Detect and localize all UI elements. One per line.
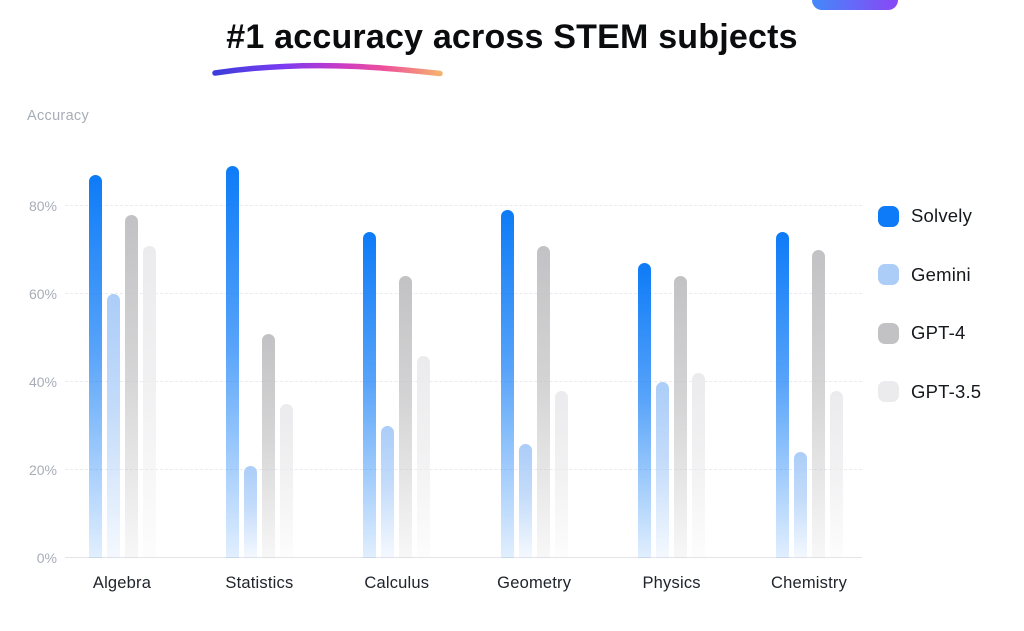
gridline-0% <box>65 557 862 558</box>
legend-item-solvely: Solvely <box>878 205 972 227</box>
bar-gpt-3-5-geometry <box>554 390 568 558</box>
y-axis-title: Accuracy <box>27 108 90 124</box>
x-axis-label-physics: Physics <box>642 574 701 592</box>
bar-gpt-3-5-physics <box>692 373 706 558</box>
bar-gemini-statistics <box>243 465 257 558</box>
legend-label-gpt-4: GPT-4 <box>911 322 966 343</box>
x-axis-label-geometry: Geometry <box>497 574 572 592</box>
gridline-40% <box>65 381 862 382</box>
bar-gemini-chemistry <box>793 452 807 558</box>
bar-gemini-calculus <box>381 426 395 558</box>
legend-swatch-gemini-icon <box>878 264 899 285</box>
bar-solvely-algebra <box>88 175 102 558</box>
gridline-60% <box>65 293 862 294</box>
bar-solvely-calculus <box>363 232 377 558</box>
y-tick-20%: 20% <box>28 462 57 478</box>
cta-pill-button[interactable] <box>812 0 898 10</box>
bar-gpt-4-chemistry <box>811 250 825 558</box>
legend-item-gemini: Gemini <box>878 264 971 286</box>
y-tick-60%: 60% <box>28 286 57 302</box>
bar-gemini-physics <box>656 382 670 558</box>
y-tick-40%: 40% <box>28 374 57 390</box>
bar-gpt-4-geometry <box>536 245 550 558</box>
legend-swatch-solvely-icon <box>878 205 899 227</box>
chart-plot-area <box>65 118 862 558</box>
legend-label-gemini: Gemini <box>911 263 971 285</box>
page-title: #1 accuracy across STEM subjects <box>226 18 798 56</box>
legend-label-gpt-3-5: GPT-3.5 <box>911 380 982 402</box>
legend-swatch-gpt-4-icon <box>878 322 899 344</box>
x-axis-label-statistics: Statistics <box>225 574 294 592</box>
legend-item-gpt-4: GPT-4 <box>878 322 965 344</box>
bar-gemini-algebra <box>106 294 120 558</box>
legend-swatch-gpt-3-5-icon <box>878 381 899 402</box>
bar-gpt-3-5-algebra <box>142 245 156 558</box>
x-axis-label-calculus: Calculus <box>364 574 430 592</box>
x-axis-label-algebra: Algebra <box>92 574 152 592</box>
bar-solvely-geometry <box>500 210 514 558</box>
title-underline-swoosh-icon <box>212 62 443 77</box>
y-tick-0%: 0% <box>36 550 57 566</box>
gridline-20% <box>65 469 862 470</box>
x-axis-label-chemistry: Chemistry <box>770 574 848 592</box>
bar-gpt-4-statistics <box>261 333 275 558</box>
bar-gpt-4-calculus <box>399 276 413 558</box>
bar-gemini-geometry <box>518 443 532 558</box>
bar-gpt-3-5-statistics <box>279 404 293 558</box>
bar-gpt-3-5-calculus <box>417 355 431 558</box>
y-tick-80%: 80% <box>28 198 57 214</box>
bar-solvely-physics <box>638 263 652 558</box>
bar-gpt-3-5-chemistry <box>829 390 843 558</box>
bar-solvely-chemistry <box>775 232 789 558</box>
legend-label-solvely: Solvely <box>911 205 973 226</box>
gridline-80% <box>65 205 862 206</box>
bar-gpt-4-physics <box>674 276 688 558</box>
legend-item-gpt-3-5: GPT-3.5 <box>878 381 981 403</box>
bar-gpt-4-algebra <box>124 214 138 558</box>
bar-solvely-statistics <box>225 166 239 558</box>
